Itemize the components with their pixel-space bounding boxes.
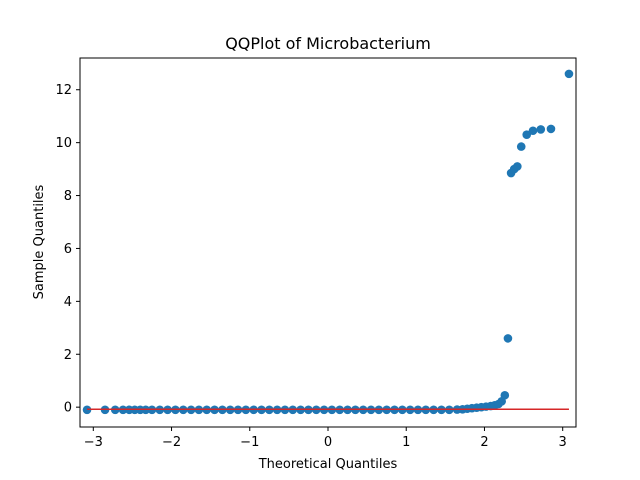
- x-axis: −3 −2 −1 0 1 2 3: [84, 427, 567, 450]
- data-point: [503, 334, 513, 343]
- data-point: [564, 69, 574, 79]
- y-axis: 0 2 4 6 8 10 12: [55, 83, 80, 416]
- data-point: [546, 124, 556, 134]
- x-axis-label: Theoretical Quantiles: [258, 457, 398, 472]
- y-tick-label: 8: [64, 189, 72, 204]
- y-tick-label: 2: [64, 348, 72, 363]
- y-tick-label: 10: [55, 136, 72, 151]
- chart-title: QQPlot of Microbacterium: [225, 34, 431, 53]
- x-tick-label: −2: [162, 435, 181, 450]
- x-tick-label: 1: [402, 435, 410, 450]
- plot-area: [82, 69, 574, 415]
- data-point: [522, 130, 532, 140]
- y-tick-label: 0: [64, 401, 72, 416]
- x-tick-label: −1: [240, 435, 259, 450]
- x-tick-label: 3: [559, 435, 567, 450]
- x-tick-label: −3: [84, 435, 103, 450]
- data-point: [82, 405, 92, 415]
- x-tick-label: 0: [324, 435, 332, 450]
- y-tick-label: 12: [55, 83, 72, 98]
- data-point: [536, 125, 546, 134]
- data-point: [528, 126, 538, 136]
- y-tick-label: 6: [64, 242, 72, 257]
- y-tick-label: 4: [64, 295, 72, 310]
- data-point: [513, 162, 522, 171]
- data-point: [516, 142, 526, 151]
- y-axis-label: Sample Quantiles: [32, 184, 47, 299]
- plot-frame: [79, 57, 577, 428]
- x-tick-label: 2: [480, 435, 488, 450]
- data-point: [500, 390, 510, 400]
